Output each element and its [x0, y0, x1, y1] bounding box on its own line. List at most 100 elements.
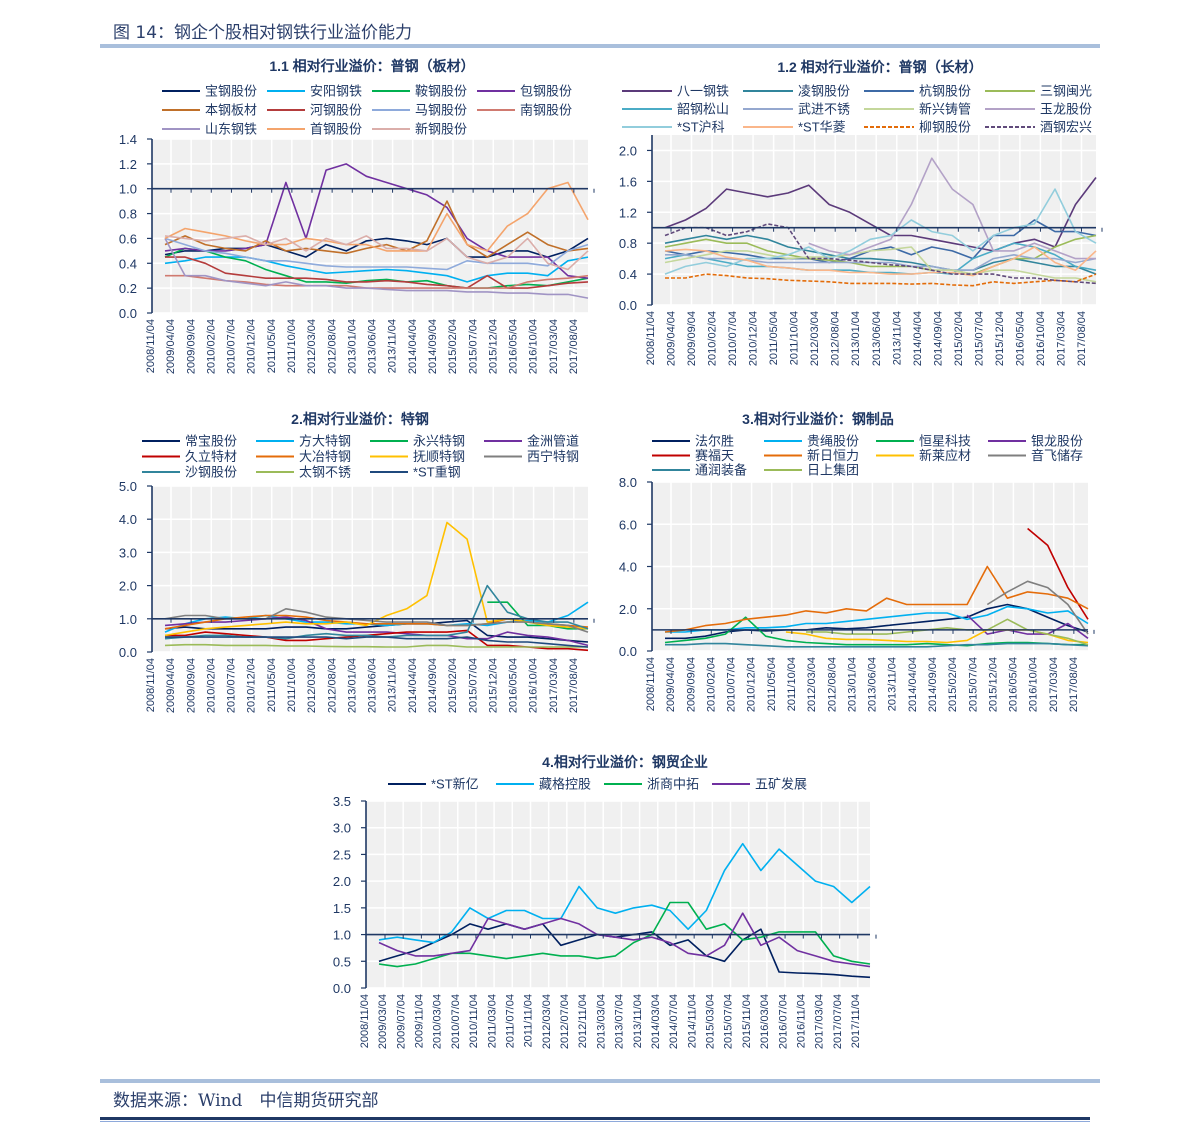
legend-item: 杭钢股份	[864, 84, 971, 99]
x-tick-label: 2011/03/04	[486, 994, 498, 1048]
legend-label: 南钢股份	[520, 103, 572, 118]
legend-label: 抚顺特钢	[413, 449, 465, 464]
legend-label: 久立特材	[185, 449, 237, 464]
y-tick-label: 2.0	[119, 579, 137, 594]
x-tick-label: 2009/09/04	[685, 657, 697, 712]
series-line	[378, 842, 871, 944]
x-tick-label: 2017/08/04	[568, 658, 580, 713]
legend-label: 新兴铸管	[919, 102, 971, 117]
legend-label: 韶钢松山	[677, 102, 729, 117]
y-tick-label: 3.0	[119, 545, 137, 560]
x-tick-label: 2013/06/04	[871, 311, 883, 366]
x-tick-label: 2009/07/04	[395, 994, 407, 1049]
series-line	[665, 273, 1097, 287]
x-tick-label: 2016/03/04	[759, 994, 771, 1049]
series-line	[664, 223, 1097, 285]
series-line	[806, 618, 1089, 646]
x-tick-label: 2015/02/04	[447, 658, 459, 713]
x-tick-label: 2011/11/04	[523, 994, 535, 1047]
legend-label: 音飞储存	[1031, 448, 1083, 463]
y-tick-label: 1.0	[119, 182, 137, 197]
x-tick-label: 2013/11/04	[887, 657, 899, 711]
x-tick-label: 2011/05/04	[266, 319, 278, 373]
x-tick-label: 2015/12/04	[994, 311, 1006, 366]
legend-item: 永兴特钢	[370, 434, 465, 449]
x-tick-label: 2017/08/04	[1076, 311, 1088, 366]
legend-item: 宝钢股份	[162, 84, 257, 99]
legend-item: 赛福天	[652, 448, 734, 463]
x-tick-label: 2016/05/04	[508, 319, 520, 374]
x-tick-label: 2015/02/04	[953, 311, 965, 366]
legend-item: 常宝股份	[142, 434, 237, 449]
series-line	[164, 237, 589, 271]
x-tick-label: 2012/03/04	[541, 994, 553, 1049]
x-tick-label: 2011/10/04	[786, 657, 798, 711]
x-tick-label: 2011/05/04	[768, 311, 780, 365]
x-tick-label: 2009/03/04	[377, 994, 389, 1049]
y-tick-label: 2.0	[333, 874, 351, 889]
legend-item: 山东钢铁	[162, 122, 257, 137]
legend-item: 新莱应材	[876, 448, 971, 463]
x-tick-label: 2013/01/04	[346, 658, 358, 713]
x-tick-label: 2012/11/04	[577, 994, 589, 1048]
x-tick-label: 2010/02/04	[205, 319, 217, 374]
chart-title: 2.相对行业溢价：特钢	[291, 411, 429, 427]
x-tick-label: 2009/04/04	[666, 311, 678, 366]
x-tick-label: 2014/09/04	[927, 657, 939, 712]
y-tick-label: 4.0	[619, 560, 637, 575]
x-tick-label: 2017/03/04	[548, 658, 560, 713]
legend-label: 河钢股份	[310, 103, 362, 118]
x-tick-label: 2014/03/04	[650, 994, 662, 1049]
y-tick-label: 2.0	[619, 143, 637, 158]
x-tick-label: 2016/05/04	[508, 658, 520, 713]
page-bottom-rule	[100, 1117, 1090, 1120]
legend-item: 银龙股份	[988, 434, 1083, 449]
y-tick-label: 0.4	[119, 256, 137, 271]
x-tick-label: 2015/03/04	[705, 994, 717, 1049]
legend-item: 音飞储存	[988, 448, 1083, 463]
series-line	[164, 584, 589, 640]
y-tick-label: 0.5	[333, 954, 351, 969]
x-tick-label: 2009/09/04	[686, 311, 698, 366]
legend-item: 沙钢股份	[142, 465, 237, 480]
legend-label: 包钢股份	[520, 84, 572, 99]
legend-item: 太钢不锈	[256, 465, 351, 480]
x-tick-label: 2015/12/04	[487, 319, 499, 374]
legend-label: 柳钢股份	[919, 120, 971, 135]
y-tick-label: 8.0	[619, 475, 637, 490]
legend-item: *ST新亿	[388, 777, 479, 792]
legend-label: 宝钢股份	[205, 84, 257, 99]
legend-item: 法尔胜	[652, 434, 734, 449]
legend-item: 酒钢宏兴	[985, 120, 1092, 135]
legend-item: 方大特钢	[256, 434, 351, 449]
x-tick-label: 2010/07/04	[726, 657, 738, 712]
x-tick-label: 2010/07/04	[226, 319, 238, 374]
y-tick-label: 1.0	[333, 928, 351, 943]
legend-item: 大冶特钢	[256, 449, 351, 464]
legend-label: 恒星科技	[919, 434, 971, 449]
series-line	[164, 619, 589, 643]
legend-item: 八一钢铁	[622, 84, 729, 99]
legend-label: *ST沪科	[677, 120, 725, 135]
header-rule	[100, 44, 1100, 48]
x-tick-label: 2015/07/04	[967, 657, 979, 712]
legend-item: 久立特材	[142, 449, 237, 464]
legend-label: 银龙股份	[1031, 434, 1083, 449]
x-tick-label: 2016/11/04	[795, 994, 807, 1048]
series-line	[378, 901, 871, 968]
chart-title: 4.相对行业溢价：钢贸企业	[542, 754, 708, 770]
x-tick-label: 2017/11/04	[850, 994, 862, 1048]
x-tick-label: 2009/04/04	[165, 319, 177, 374]
legend-item: 日上集团	[764, 463, 859, 478]
legend-label: *ST华菱	[798, 120, 846, 135]
x-tick-label: 2014/09/04	[427, 319, 439, 374]
x-tick-label: 2016/05/04	[1008, 657, 1020, 712]
series-line	[164, 521, 589, 637]
x-tick-label: 2011/05/04	[766, 657, 778, 711]
x-tick-label: 2017/03/04	[1048, 657, 1060, 712]
y-tick-label: 1.6	[619, 174, 637, 189]
x-tick-label: 2017/03/04	[1055, 311, 1067, 366]
legend-label: 鞍钢股份	[415, 84, 467, 99]
